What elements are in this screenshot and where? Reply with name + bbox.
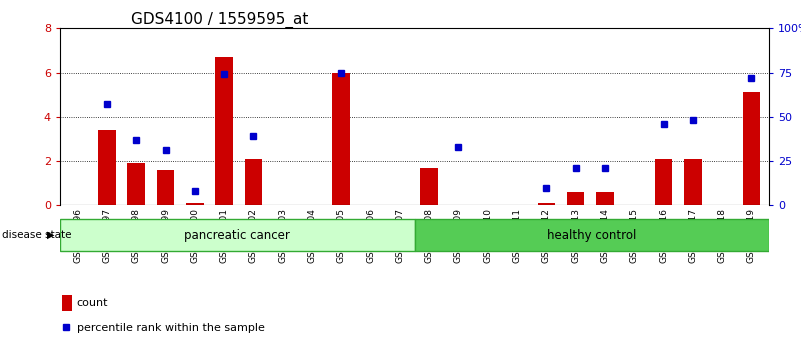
Bar <box>215 57 233 205</box>
Bar <box>654 159 672 205</box>
Bar <box>157 170 175 205</box>
Text: percentile rank within the sample: percentile rank within the sample <box>77 323 264 333</box>
Bar <box>127 163 145 205</box>
Bar <box>415 219 769 251</box>
Text: healthy control: healthy control <box>547 229 637 242</box>
Text: disease state: disease state <box>2 230 71 240</box>
Bar <box>62 295 72 311</box>
Bar <box>244 159 262 205</box>
Bar <box>60 219 415 251</box>
Bar <box>567 192 585 205</box>
Bar <box>684 159 702 205</box>
Text: pancreatic cancer: pancreatic cancer <box>184 229 290 242</box>
Text: count: count <box>77 298 108 308</box>
Text: ▶: ▶ <box>47 230 54 240</box>
Bar <box>537 203 555 205</box>
Bar <box>596 192 614 205</box>
Bar <box>99 130 115 205</box>
Text: GDS4100 / 1559595_at: GDS4100 / 1559595_at <box>131 12 308 28</box>
Bar <box>743 92 760 205</box>
Bar <box>186 203 203 205</box>
Bar <box>332 73 350 205</box>
Bar <box>421 168 438 205</box>
